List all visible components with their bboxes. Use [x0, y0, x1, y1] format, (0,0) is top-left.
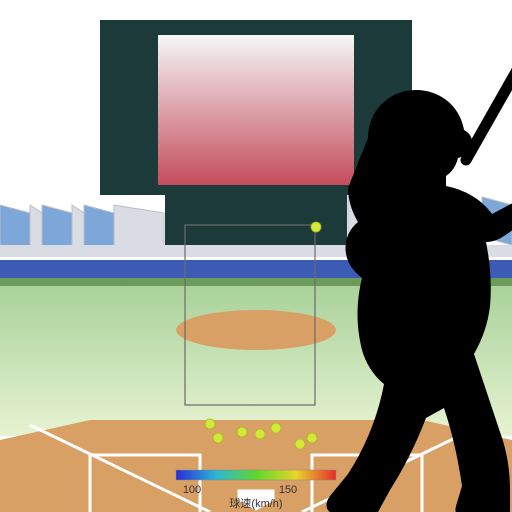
pitch-marker — [205, 419, 215, 429]
scoreboard-base — [165, 195, 347, 245]
pitch-marker — [271, 423, 281, 433]
pitch-marker — [295, 439, 305, 449]
pitchers-mound — [176, 310, 336, 350]
scoreboard-screen — [158, 35, 354, 185]
pitch-marker — [255, 429, 265, 439]
colorbar-tick: 150 — [279, 484, 297, 496]
pitch-marker — [307, 433, 317, 443]
pitch-marker — [237, 427, 247, 437]
pitch-location-infographic: 100 150球速(km/h) — [0, 0, 512, 512]
colorbar-label: 球速(km/h) — [229, 496, 282, 510]
pitch-marker — [213, 433, 223, 443]
pitch-marker — [311, 222, 321, 232]
colorbar-tick: 100 — [183, 484, 201, 496]
speed-colorbar — [176, 470, 336, 480]
